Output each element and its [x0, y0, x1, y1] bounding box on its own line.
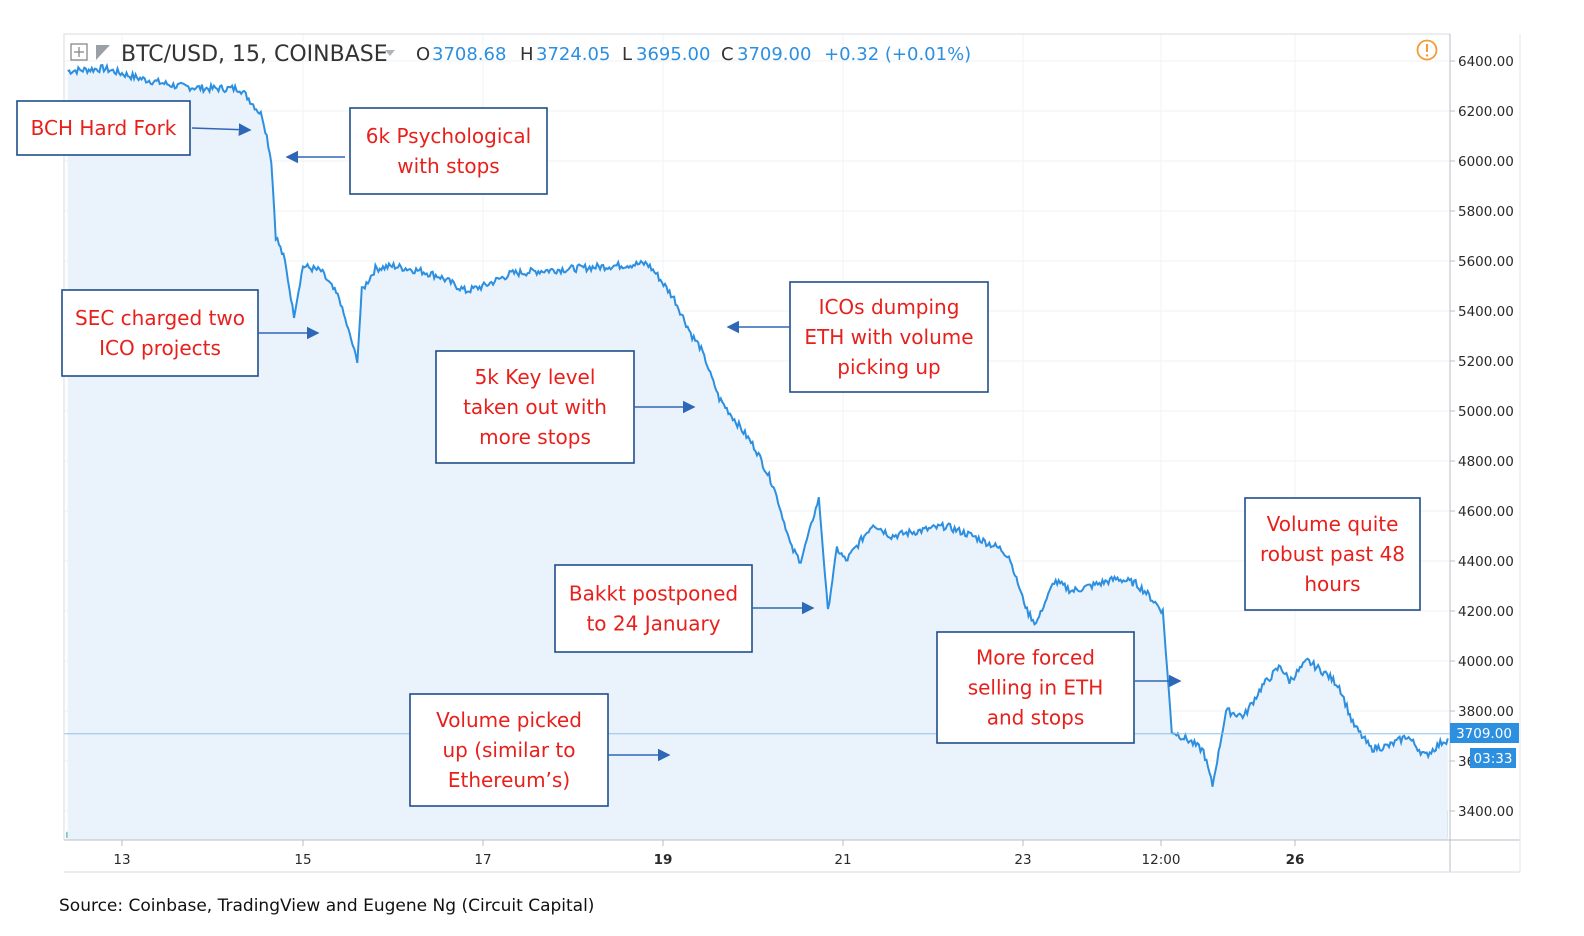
x-tick-label: 12:00 [1142, 852, 1181, 868]
annotation-box [16, 100, 191, 156]
x-tick-label: 21 [834, 852, 851, 868]
annotation-text: picking up [837, 355, 941, 379]
annotation-callout: BCH Hard Fork [16, 100, 252, 156]
y-tick-label: 4200.00 [1458, 604, 1514, 620]
annotation-callout: Volume quite robust past 48 hours [1244, 497, 1421, 611]
y-tick-label: 3400.00 [1458, 804, 1514, 820]
annotation-text: Bakkt postponed [569, 582, 738, 606]
annotation-text: taken out with [463, 395, 607, 419]
annotation-callout: Bakkt postponed to 24 January [554, 564, 815, 653]
flag-icon [96, 45, 110, 60]
annotation-text: selling in ETH [968, 676, 1104, 700]
annotation-arrow [191, 123, 252, 137]
annotation-text: SEC charged two [75, 306, 245, 330]
annotation-box [554, 564, 753, 653]
last-price-value: 3709.00 [1456, 726, 1512, 742]
annotation-text: more stops [479, 425, 591, 449]
chevron-down-icon[interactable] [385, 50, 395, 56]
y-tick-label: 6200.00 [1458, 104, 1514, 120]
annotation-callout: Volume picked up (similar to Ethereum’s) [409, 693, 671, 807]
annotation-text: ICOs dumping [819, 295, 960, 319]
annotation-text: BCH Hard Fork [31, 116, 177, 140]
y-tick-label: 3800.00 [1458, 704, 1514, 720]
annotation-text: Ethereum’s) [448, 768, 570, 792]
warning-icon[interactable] [1416, 39, 1438, 61]
y-tick-label: 5800.00 [1458, 204, 1514, 220]
open-label: O [416, 44, 430, 65]
x-tick-label: 13 [113, 852, 130, 868]
y-tick-label: 6400.00 [1458, 54, 1514, 70]
annotation-text: 6k Psychological [366, 124, 531, 148]
high-label: H [520, 44, 534, 65]
annotation-callout: More forced selling in ETH and stops [936, 631, 1182, 744]
y-tick-label: 5000.00 [1458, 404, 1514, 420]
close-label: C [721, 44, 734, 65]
close-value: 3709.00 [737, 44, 811, 65]
annotations: BCH Hard Fork 6k Psychological with stops S… [16, 100, 1421, 807]
annotation-text: 5k Key level [475, 365, 596, 389]
low-label: L [622, 44, 632, 65]
price-line [67, 62, 1449, 787]
y-tick-label: 4600.00 [1458, 504, 1514, 520]
annotation-text: ETH with volume [804, 325, 973, 349]
annotation-text: Volume picked [436, 708, 582, 732]
x-tick-label: 19 [654, 852, 673, 868]
annotation-box [409, 693, 609, 807]
source-note: Source: Coinbase, TradingView and Eugene… [59, 896, 595, 916]
annotation-text: robust past 48 [1260, 542, 1405, 566]
last-price-badge: 3709.00 [1450, 723, 1519, 743]
annotation-text: Volume quite [1267, 512, 1399, 536]
annotation-box [349, 107, 548, 195]
expand-icon[interactable] [70, 43, 88, 61]
y-tick-label: 5200.00 [1458, 354, 1514, 370]
annotation-box [61, 289, 259, 377]
annotation-text: ICO projects [99, 336, 221, 360]
annotation-text: with stops [397, 154, 499, 178]
y-tick-label: 4000.00 [1458, 654, 1514, 670]
annotation-callout: 6k Psychological with stops [285, 107, 548, 195]
high-value: 3724.05 [536, 44, 610, 65]
annotation-callout: SEC charged two ICO projects [61, 289, 320, 377]
annotation-callout: ICOs dumping ETH with volume picking up [726, 281, 989, 393]
symbol-title[interactable]: BTC/USD, 15, COINBASE [121, 42, 388, 67]
volume-bar [66, 831, 68, 838]
annotation-text: and stops [987, 706, 1085, 730]
annotation-text: to 24 January [586, 612, 720, 636]
x-tick-label: 26 [1286, 852, 1305, 868]
annotation-box [936, 631, 1135, 744]
y-axis-ticks: 6400.00 6200.00 6000.00 5800.00 5600.00 5400.… [1450, 54, 1514, 820]
y-tick-label: 4800.00 [1458, 454, 1514, 470]
annotation-text: up (similar to [442, 738, 575, 762]
open-value: 3708.68 [432, 44, 506, 65]
annotation-box [435, 350, 635, 464]
y-tick-label: 6000.00 [1458, 154, 1514, 170]
annotation-box [1244, 497, 1421, 611]
annotation-text: More forced [976, 646, 1095, 670]
x-axis-ticks: 13 15 17 19 21 23 12:00 26 [113, 840, 1304, 868]
annotation-callout: 5k Key level taken out with more stops [435, 350, 696, 464]
x-tick-label: 15 [294, 852, 311, 868]
annotation-box [789, 281, 989, 393]
chart-header: BTC/USD, 15, COINBASE O 3708.68 H 3724.0… [70, 39, 1438, 67]
low-value: 3695.00 [636, 44, 710, 65]
change-value: +0.32 (+0.01%) [824, 44, 971, 65]
x-tick-label: 23 [1014, 852, 1031, 868]
y-tick-label: 4400.00 [1458, 554, 1514, 570]
countdown-badge: 03:33 [1470, 748, 1516, 768]
y-tick-label: 5600.00 [1458, 254, 1514, 270]
y-tick-label: 5400.00 [1458, 304, 1514, 320]
annotation-text: hours [1304, 572, 1360, 596]
x-tick-label: 17 [474, 852, 491, 868]
countdown-value: 03:33 [1474, 751, 1513, 767]
